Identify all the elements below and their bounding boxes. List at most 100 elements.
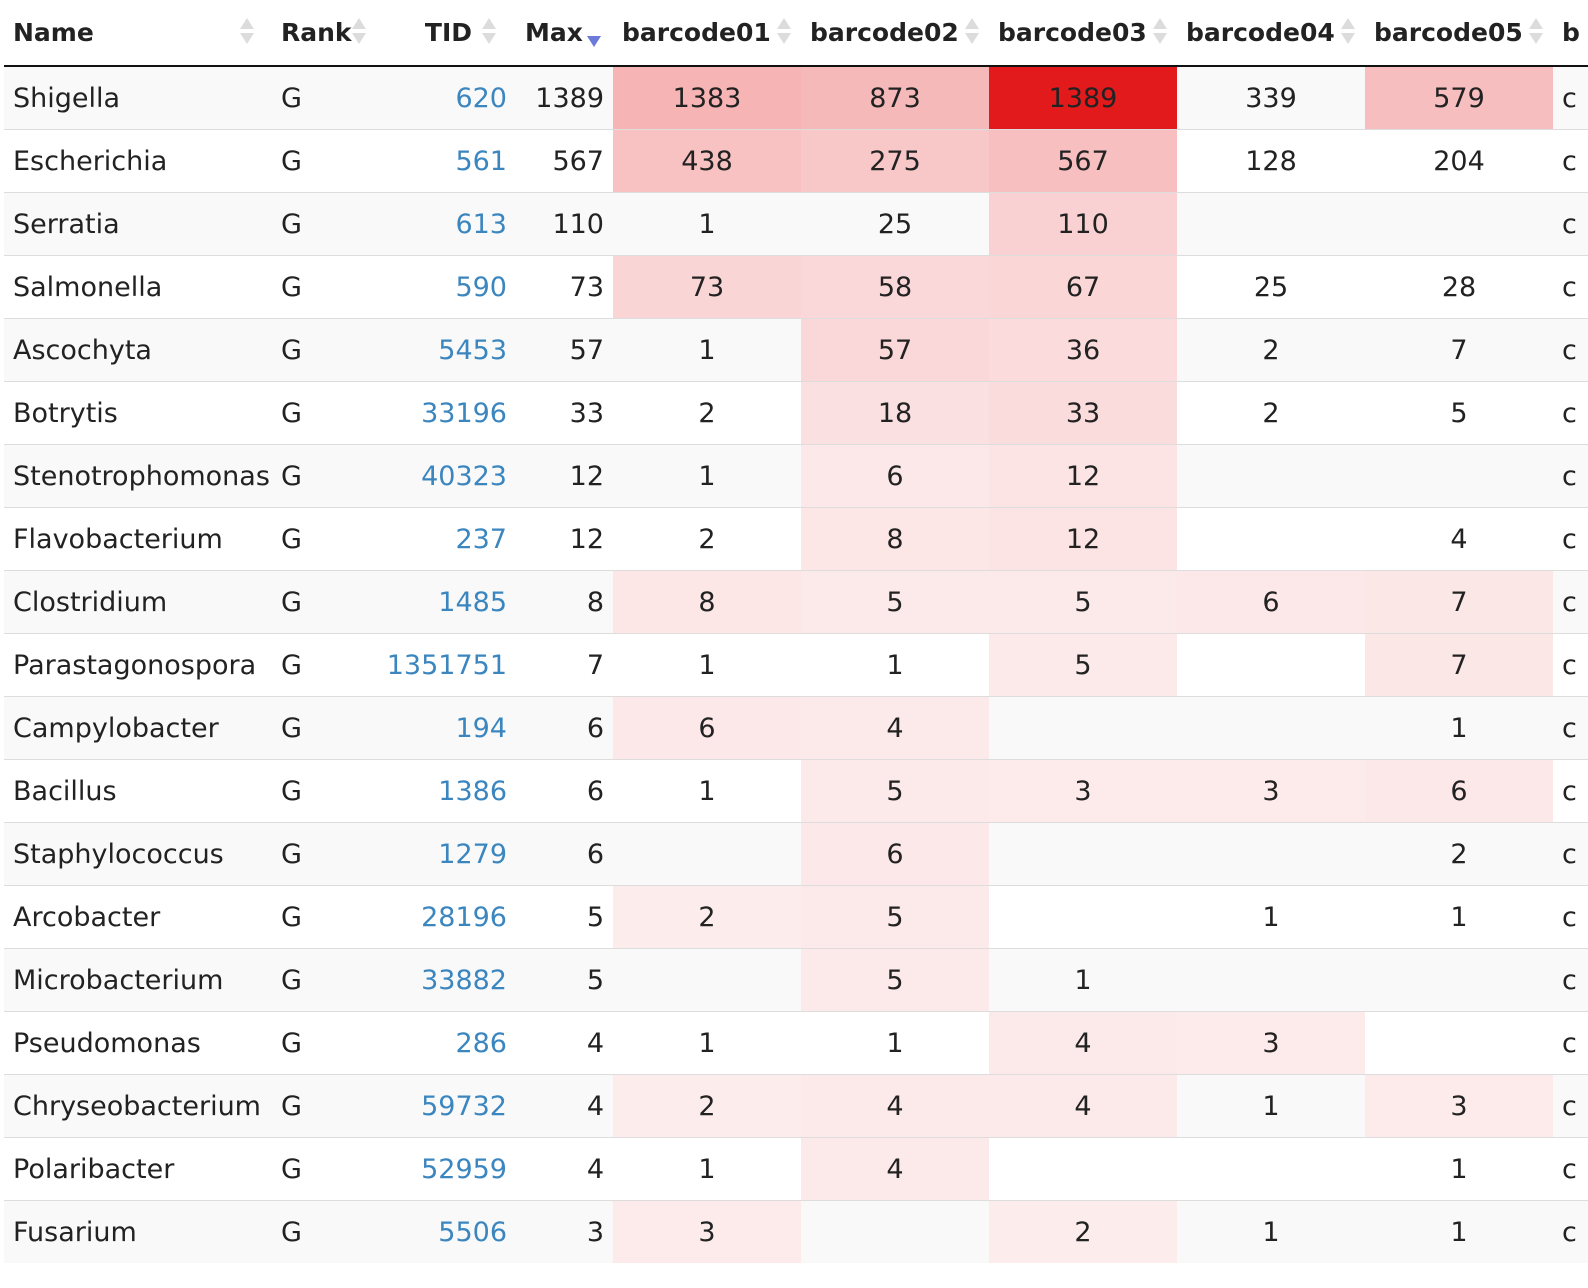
table-row: Clostridium G 1485 8 8 5 5 6 7 c	[4, 570, 1588, 634]
next-column-cell: c	[1553, 570, 1588, 634]
barcode-count-cell: 6	[1365, 759, 1553, 823]
table-row: Serratia G 613 110 1 25 110 c	[4, 192, 1588, 256]
taxon-id-cell: 1351751	[370, 633, 516, 697]
taxon-name: Polaribacter	[4, 1137, 272, 1201]
barcode-count-cell: 8	[613, 570, 801, 634]
barcode-count-cell: 28	[1365, 255, 1553, 319]
barcode-count-cell: 6	[801, 444, 989, 508]
barcode-count-cell: 6	[1177, 570, 1365, 634]
sort-icon[interactable]	[1341, 18, 1355, 48]
table-row: Campylobacter G 194 6 6 4 1 c	[4, 696, 1588, 760]
barcode-count-cell: 5	[801, 885, 989, 949]
taxon-rank: G	[272, 1137, 370, 1201]
header-max-label: Max	[525, 18, 583, 47]
taxon-id-link[interactable]: 590	[455, 271, 507, 303]
barcode-count-cell: 4	[801, 1074, 989, 1138]
barcode-count-cell: 5	[801, 570, 989, 634]
sort-descending-icon[interactable]	[587, 18, 601, 48]
taxon-rank: G	[272, 507, 370, 571]
barcode-count-cell: 1	[1365, 885, 1553, 949]
max-count: 73	[516, 255, 613, 319]
taxon-id-cell: 1485	[370, 570, 516, 634]
barcode-count-cell	[989, 822, 1177, 886]
barcode-count-cell	[1177, 444, 1365, 508]
taxon-rank: G	[272, 885, 370, 949]
barcode-count-cell: 4	[1365, 507, 1553, 571]
barcode-count-cell	[1177, 192, 1365, 256]
header-barcode03[interactable]: barcode03	[989, 0, 1177, 67]
table-row: Flavobacterium G 237 12 2 8 12 4 c	[4, 507, 1588, 571]
barcode-count-cell: 57	[801, 318, 989, 382]
max-count: 33	[516, 381, 613, 445]
taxon-id-link[interactable]: 33196	[421, 397, 507, 429]
table-row: Bacillus G 1386 6 1 5 3 3 6 c	[4, 759, 1588, 823]
taxon-id-link[interactable]: 28196	[421, 901, 507, 933]
taxon-rank: G	[272, 1200, 370, 1263]
barcode-count-cell: 33	[989, 381, 1177, 445]
sort-icon[interactable]	[1529, 18, 1543, 48]
barcode-count-cell: 7	[1365, 633, 1553, 697]
next-column-cell: c	[1553, 1200, 1588, 1263]
next-column-cell: c	[1553, 192, 1588, 256]
taxon-name: Botrytis	[4, 381, 272, 445]
taxon-id-link[interactable]: 561	[455, 145, 507, 177]
taxon-id-link[interactable]: 5506	[438, 1216, 507, 1248]
table-row: Staphylococcus G 1279 6 6 2 c	[4, 822, 1588, 886]
next-column-cell: c	[1553, 318, 1588, 382]
sort-icon[interactable]	[482, 18, 496, 48]
barcode-count-cell	[801, 1200, 989, 1263]
barcode-count-cell: 25	[1177, 255, 1365, 319]
sort-icon[interactable]	[240, 18, 254, 48]
max-count: 57	[516, 318, 613, 382]
taxon-id-link[interactable]: 1386	[438, 775, 507, 807]
barcode-count-cell: 3	[613, 1200, 801, 1263]
barcode-count-cell: 2	[1365, 822, 1553, 886]
taxon-id-link[interactable]: 59732	[421, 1090, 507, 1122]
taxon-id-link[interactable]: 620	[455, 82, 507, 114]
taxon-id-cell: 33882	[370, 948, 516, 1012]
taxon-id-link[interactable]: 5453	[438, 334, 507, 366]
max-count: 12	[516, 507, 613, 571]
sort-icon[interactable]	[1153, 18, 1167, 48]
barcode-count-cell	[1365, 1011, 1553, 1075]
taxon-id-cell: 1386	[370, 759, 516, 823]
taxon-rank: G	[272, 696, 370, 760]
taxon-name: Chryseobacterium	[4, 1074, 272, 1138]
taxon-name: Shigella	[4, 65, 272, 130]
sort-icon[interactable]	[352, 18, 366, 48]
taxon-id-link[interactable]: 1485	[438, 586, 507, 618]
next-column-cell: c	[1553, 633, 1588, 697]
header-barcode01[interactable]: barcode01	[613, 0, 801, 67]
header-name[interactable]: Name	[4, 0, 272, 67]
barcode-count-cell: 67	[989, 255, 1177, 319]
header-barcode-label: barcode02	[810, 18, 959, 47]
barcode-count-cell: 579	[1365, 65, 1553, 130]
table-row: Pseudomonas G 286 4 1 1 4 3 c	[4, 1011, 1588, 1075]
taxon-rank: G	[272, 759, 370, 823]
taxon-id-link[interactable]: 286	[455, 1027, 507, 1059]
taxon-id-cell: 59732	[370, 1074, 516, 1138]
taxon-id-link[interactable]: 33882	[421, 964, 507, 996]
header-tid[interactable]: TID	[370, 0, 516, 67]
barcode-count-cell: 1	[613, 444, 801, 508]
sort-icon[interactable]	[777, 18, 791, 48]
header-barcode02[interactable]: barcode02	[801, 0, 989, 67]
header-rank[interactable]: Rank	[272, 0, 370, 67]
header-max[interactable]: Max	[516, 0, 613, 67]
header-next-column[interactable]: b	[1553, 0, 1588, 67]
header-barcode04[interactable]: barcode04	[1177, 0, 1365, 67]
taxon-id-link[interactable]: 613	[455, 208, 507, 240]
taxon-id-link[interactable]: 237	[455, 523, 507, 555]
taxon-id-cell: 613	[370, 192, 516, 256]
taxon-id-link[interactable]: 194	[455, 712, 507, 744]
barcode-count-cell: 12	[989, 507, 1177, 571]
taxon-id-link[interactable]: 52959	[421, 1153, 507, 1185]
taxon-id-link[interactable]: 40323	[421, 460, 507, 492]
taxon-id-link[interactable]: 1351751	[386, 649, 507, 681]
max-count: 6	[516, 696, 613, 760]
next-column-cell: c	[1553, 129, 1588, 193]
taxon-id-link[interactable]: 1279	[438, 838, 507, 870]
sort-icon[interactable]	[965, 18, 979, 48]
barcode-count-cell: 1	[1365, 1200, 1553, 1263]
header-barcode05[interactable]: barcode05	[1365, 0, 1553, 67]
